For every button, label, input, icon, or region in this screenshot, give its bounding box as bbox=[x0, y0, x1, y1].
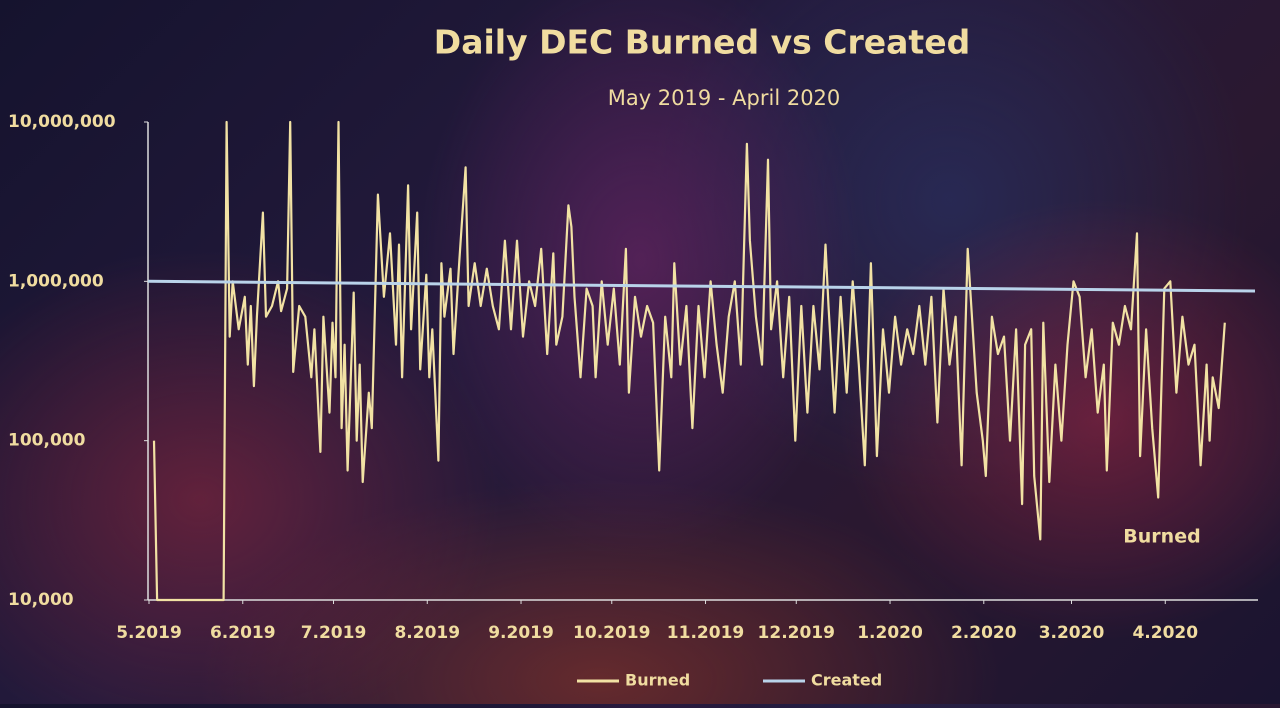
x-tick-label: 10.2019 bbox=[573, 623, 650, 643]
x-tick-label: 4.2020 bbox=[1132, 623, 1198, 643]
x-tick-label: 5.2019 bbox=[116, 623, 182, 643]
x-tick-label: 8.2019 bbox=[394, 623, 460, 643]
x-tick-label: 9.2019 bbox=[488, 623, 554, 643]
annotation: Burned bbox=[1123, 526, 1200, 548]
x-tick-label: 7.2019 bbox=[301, 623, 367, 643]
y-tick-label: 1,000,000 bbox=[8, 271, 104, 291]
series-line bbox=[147, 279, 1256, 293]
y-tick-label: 100,000 bbox=[8, 431, 86, 451]
x-tick-label: 3.2020 bbox=[1039, 623, 1105, 643]
chart-subtitle: May 2019 - April 2020 bbox=[608, 86, 841, 110]
y-tick-label: 10,000,000 bbox=[8, 112, 116, 132]
legend-label: Burned bbox=[625, 671, 690, 690]
series-line bbox=[152, 120, 1226, 602]
x-tick-label: 2.2020 bbox=[951, 623, 1017, 643]
x-tick-label: 1.2020 bbox=[857, 623, 923, 643]
y-tick-label: 10,000 bbox=[8, 590, 74, 610]
legend-label: Created bbox=[811, 671, 882, 690]
x-tick-label: 12.2019 bbox=[758, 623, 835, 643]
chart-title: Daily DEC Burned vs Created bbox=[434, 23, 970, 62]
x-tick-label: 6.2019 bbox=[210, 623, 276, 643]
x-tick-label: 11.2019 bbox=[667, 623, 744, 643]
